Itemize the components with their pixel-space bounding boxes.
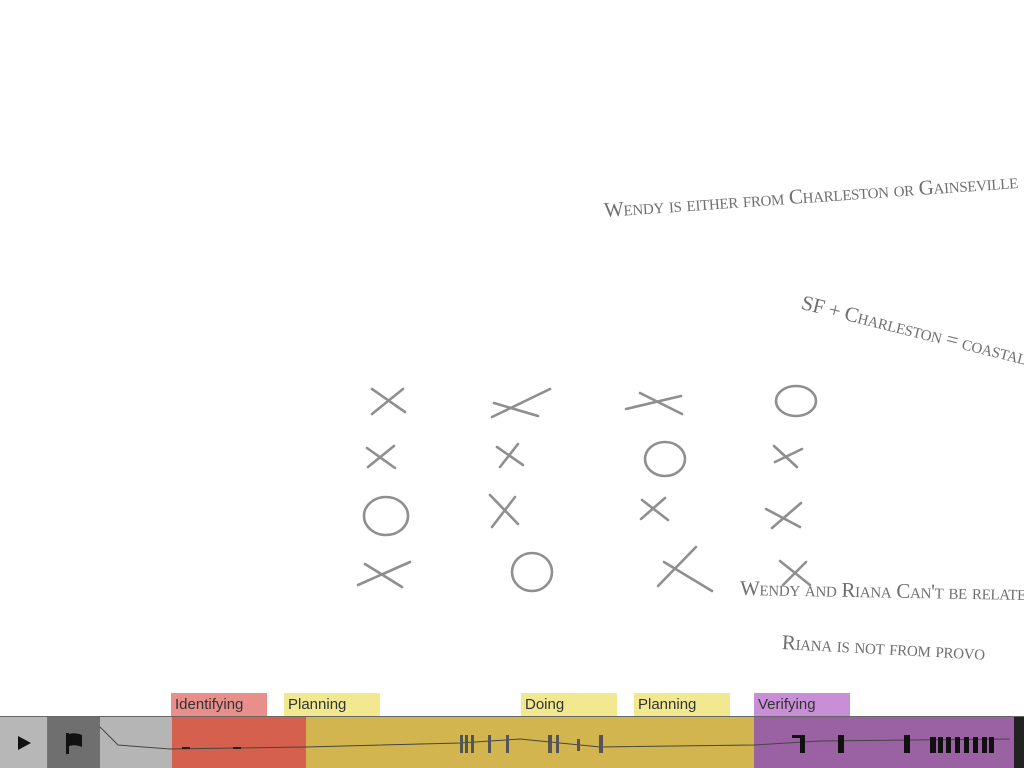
timeline-segment-planning-doing[interactable]	[306, 717, 754, 768]
timeline-segment-verifying[interactable]	[754, 717, 1014, 768]
grid-mark-r1c2	[490, 387, 552, 419]
flag-button[interactable]	[48, 717, 100, 768]
grid-mark-r4c3	[656, 545, 714, 593]
grid-mark-r1c4	[774, 384, 818, 418]
grid-mark-r3c1	[362, 495, 410, 537]
grid-mark-r2c1	[365, 444, 397, 470]
grid-mark-r3c2	[488, 493, 520, 529]
timeline-end-cap	[1014, 717, 1024, 768]
phase-label: Doing	[525, 696, 565, 713]
grid-mark-r2c2	[495, 442, 525, 469]
grid-mark-r4c1	[356, 560, 412, 589]
play-button[interactable]	[0, 717, 48, 768]
logic-grid	[356, 384, 818, 593]
grid-mark-r4c4	[778, 559, 812, 587]
grid-mark-r3c4	[764, 501, 803, 530]
phase-tag-identifying[interactable]: Identifying	[171, 693, 267, 716]
grid-mark-r4c2	[510, 551, 554, 593]
flag-icon	[66, 732, 82, 754]
grid-mark-r1c3	[624, 391, 684, 416]
phase-tag-planning-1[interactable]: Planning	[284, 693, 380, 716]
grid-mark-r3c3	[639, 496, 670, 522]
timeline-segment-identifying[interactable]	[172, 717, 306, 768]
phase-label: Verifying	[758, 696, 816, 713]
phase-tag-doing[interactable]: Doing	[521, 693, 617, 716]
grid-mark-r2c4	[772, 444, 804, 469]
grid-mark-r2c3	[643, 440, 687, 478]
phase-label: Planning	[288, 696, 347, 713]
play-icon	[17, 735, 31, 750]
timeline-bar[interactable]	[0, 716, 1024, 768]
timeline-segment-idle	[100, 717, 172, 768]
phase-label: Identifying	[175, 696, 244, 713]
phase-label: Planning	[638, 696, 697, 713]
grid-mark-r1c1	[370, 387, 407, 416]
phase-tag-planning-2[interactable]: Planning	[634, 693, 730, 716]
phase-tag-verifying[interactable]: Verifying	[754, 693, 850, 716]
drawing-canvas[interactable]: Wendy is either from Charleston or Gains…	[0, 0, 1024, 716]
